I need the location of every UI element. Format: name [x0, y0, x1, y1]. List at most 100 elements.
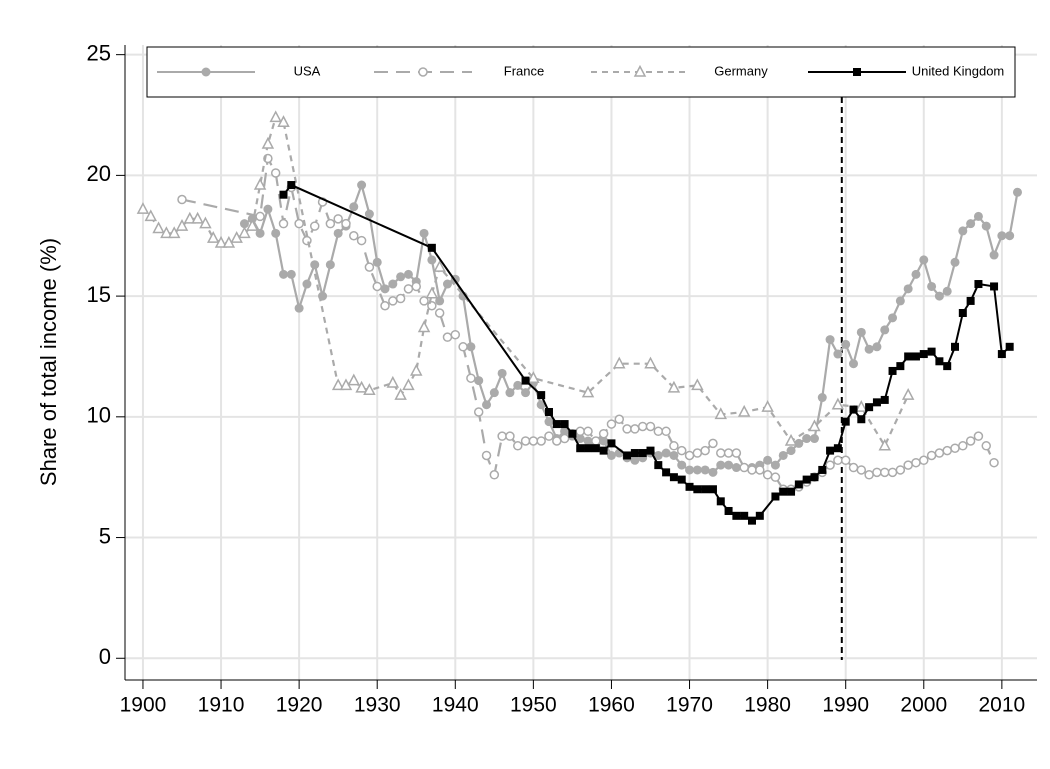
- point: [347, 373, 361, 386]
- point: [864, 470, 874, 480]
- point: [763, 455, 773, 465]
- point: [356, 235, 367, 246]
- point: [357, 180, 367, 190]
- point: [331, 378, 345, 391]
- point: [934, 291, 944, 301]
- point: [638, 449, 647, 458]
- point: [841, 417, 850, 426]
- point: [528, 436, 539, 446]
- point: [388, 279, 398, 289]
- point: [255, 228, 265, 238]
- point: [942, 286, 952, 296]
- point: [927, 281, 937, 291]
- x-tick-label: 1990: [822, 694, 869, 717]
- point: [394, 387, 407, 400]
- point: [645, 421, 656, 432]
- point: [575, 434, 585, 444]
- point: [989, 457, 999, 468]
- point: [599, 436, 609, 446]
- point: [901, 387, 915, 400]
- point: [364, 209, 374, 219]
- point: [419, 296, 429, 306]
- point: [442, 332, 453, 342]
- point: [177, 194, 187, 205]
- point: [544, 431, 554, 441]
- point: [981, 441, 991, 451]
- point: [458, 342, 468, 352]
- point: [677, 475, 686, 484]
- point: [831, 397, 845, 410]
- point: [895, 296, 905, 306]
- point: [1005, 342, 1014, 351]
- point: [646, 446, 655, 455]
- point: [965, 436, 976, 446]
- point: [748, 516, 756, 525]
- point: [700, 445, 710, 456]
- point: [685, 465, 695, 475]
- point: [238, 226, 251, 239]
- point: [278, 218, 289, 229]
- point: [732, 511, 741, 520]
- point: [950, 443, 960, 453]
- point: [809, 434, 819, 444]
- point: [560, 426, 570, 436]
- point: [786, 446, 796, 456]
- point: [865, 403, 874, 412]
- point: [614, 414, 625, 424]
- point: [787, 487, 796, 496]
- point: [669, 450, 679, 460]
- point: [363, 383, 376, 396]
- point: [708, 485, 717, 494]
- point: [1005, 231, 1015, 241]
- point: [199, 216, 212, 229]
- point: [770, 460, 780, 470]
- point: [761, 400, 774, 412]
- point: [700, 465, 710, 475]
- point: [255, 211, 265, 222]
- point: [417, 320, 431, 333]
- point: [833, 349, 843, 359]
- point: [723, 448, 734, 458]
- y-tick-label: 10: [87, 403, 111, 428]
- point: [505, 388, 515, 398]
- point: [144, 209, 158, 222]
- point: [584, 444, 593, 453]
- point: [450, 329, 461, 340]
- point: [981, 221, 991, 231]
- point: [537, 391, 546, 400]
- point: [934, 448, 945, 458]
- point: [560, 420, 569, 429]
- point: [269, 110, 282, 123]
- point: [888, 313, 898, 323]
- point: [261, 136, 275, 149]
- point: [833, 444, 842, 453]
- point: [568, 429, 577, 438]
- point: [427, 255, 437, 265]
- point: [607, 439, 616, 448]
- y-axis-title: Share of total income (%): [36, 238, 61, 486]
- point: [583, 436, 593, 446]
- point: [693, 485, 702, 494]
- point: [818, 465, 827, 474]
- point: [239, 219, 249, 229]
- point: [661, 426, 671, 437]
- point: [552, 420, 561, 429]
- y-tick-label: 5: [99, 523, 111, 548]
- point: [747, 465, 757, 475]
- point: [527, 371, 540, 383]
- point: [191, 211, 204, 224]
- point: [950, 257, 960, 267]
- point: [903, 460, 913, 470]
- point: [388, 296, 398, 306]
- point: [692, 465, 702, 475]
- x-tick-label: 1980: [744, 694, 791, 717]
- point: [433, 260, 446, 272]
- point: [536, 400, 546, 410]
- point: [497, 431, 507, 441]
- point: [410, 363, 423, 376]
- point: [966, 296, 975, 305]
- point: [277, 115, 290, 128]
- y-tick-label: 15: [87, 282, 111, 307]
- legend-marker: [418, 67, 428, 77]
- point: [685, 482, 694, 491]
